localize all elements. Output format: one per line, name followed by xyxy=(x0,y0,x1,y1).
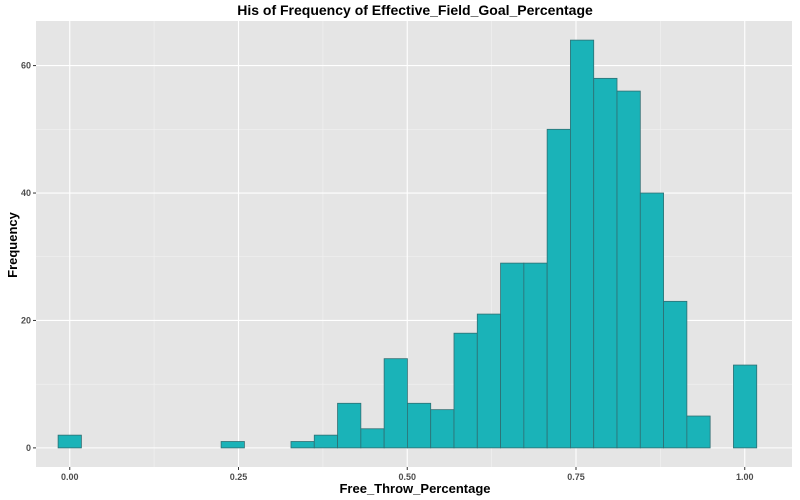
y-axis-ticks: 0 20 40 60 xyxy=(21,61,36,453)
histogram-bar xyxy=(453,332,478,449)
y-tick-label: 60 xyxy=(21,61,31,71)
histogram-bar xyxy=(500,262,525,449)
histogram-bar xyxy=(686,415,711,449)
histogram-bar xyxy=(290,441,315,449)
histogram-bar xyxy=(337,402,362,449)
histogram-bar xyxy=(360,428,385,449)
x-tick-label: 1.00 xyxy=(736,472,754,482)
histogram-bar xyxy=(476,313,501,449)
x-axis-title: Free_Throw_Percentage xyxy=(339,481,490,496)
histogram-bar xyxy=(57,434,82,449)
histogram-bar xyxy=(593,77,618,449)
histogram-bar xyxy=(570,39,595,449)
histogram-bar xyxy=(733,364,758,449)
histogram-bar xyxy=(383,358,408,449)
x-tick-label: 0.25 xyxy=(230,472,248,482)
histogram-bar xyxy=(523,262,548,449)
y-tick-label: 40 xyxy=(21,188,31,198)
x-tick-label: 0.00 xyxy=(61,472,79,482)
y-axis-title: Frequency xyxy=(5,211,20,278)
x-tick-label: 0.50 xyxy=(398,472,416,482)
histogram-bar xyxy=(639,192,664,449)
histogram-bar xyxy=(407,402,432,449)
histogram-bar xyxy=(546,128,571,449)
histogram-bar xyxy=(430,409,455,449)
chart-title: His of Frequency of Effective_Field_Goal… xyxy=(237,2,593,18)
histogram-bar xyxy=(220,441,245,449)
histogram-bar xyxy=(313,434,338,449)
histogram-bar xyxy=(663,300,688,449)
histogram-bar xyxy=(616,90,641,449)
x-axis-ticks: 0.00 0.25 0.50 0.75 1.00 xyxy=(61,467,754,482)
y-tick-label: 0 xyxy=(26,443,31,453)
y-tick-label: 20 xyxy=(21,315,31,325)
x-tick-label: 0.75 xyxy=(567,472,585,482)
histogram-bars xyxy=(57,39,758,449)
